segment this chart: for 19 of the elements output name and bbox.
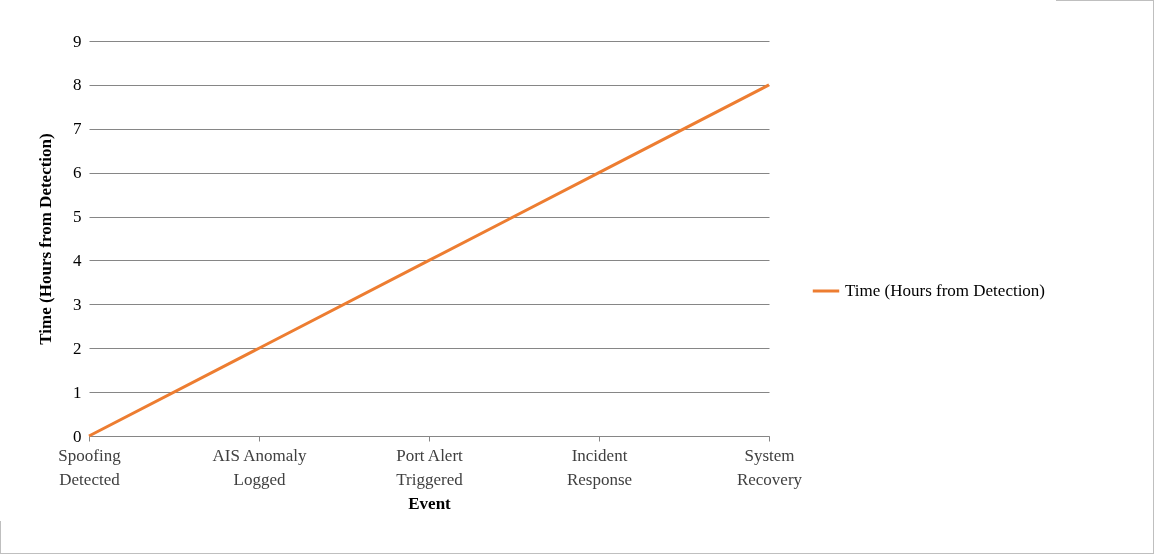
y-tick-label: 0: [73, 426, 82, 446]
y-tick-label: 2: [73, 338, 82, 358]
y-tick-label: 4: [73, 250, 82, 270]
y-tick-label: 3: [73, 294, 82, 314]
y-tick-label: 8: [73, 75, 82, 95]
x-tick-label: System Recovery: [736, 445, 803, 489]
y-tick-label: 6: [73, 163, 82, 183]
y-axis-title: Time (Hours from Detection): [36, 133, 55, 345]
x-tick-label: AIS Anomaly Logged: [212, 445, 307, 489]
line-series: [87, 83, 771, 438]
y-tick-label: 5: [73, 207, 82, 227]
y-tick-label: 1: [73, 382, 82, 402]
x-tick-label: Spoofing Detected: [58, 445, 122, 489]
y-tick-label: 9: [73, 31, 82, 51]
x-axis-title: Event: [408, 493, 452, 513]
legend-label: Time (Hours from Detection): [845, 281, 1046, 300]
x-tick-label: Port Alert Triggered: [396, 445, 464, 489]
y-tick-label: 7: [73, 119, 82, 139]
x-tick-label: Incident Response: [566, 445, 633, 489]
